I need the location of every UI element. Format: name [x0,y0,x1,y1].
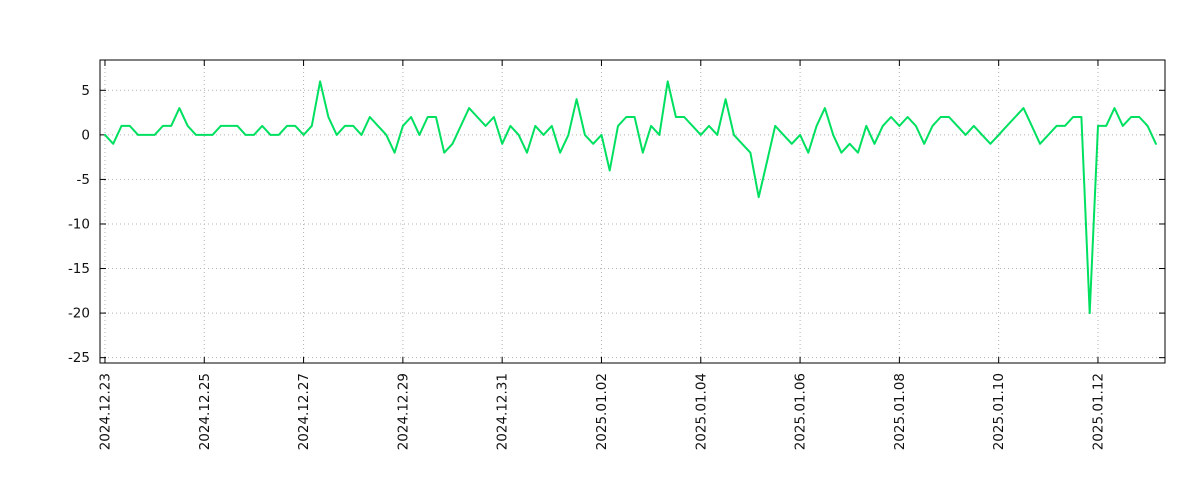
x-tick-label: 2024.12.31 [495,373,511,450]
y-tick-label: -25 [68,350,90,366]
y-tick-label: -10 [68,216,90,232]
x-tick-label: 2025.01.04 [693,373,709,450]
y-tick-label: -5 [77,172,90,188]
x-tick-label: 2025.01.12 [1090,373,1106,450]
y-tick-label: 5 [81,83,90,99]
x-tick-label: 2025.01.10 [991,373,1007,450]
y-tick-label: -15 [68,261,90,277]
plot-border [99,59,1166,364]
x-tick-label: 2024.12.27 [296,373,312,450]
x-tick-label: 2025.01.08 [892,373,908,450]
x-tick-label: 2024.12.29 [395,373,411,450]
y-tick-label: -20 [68,306,90,322]
x-tick-label: 2025.01.02 [594,373,610,450]
x-tick-label: 2024.12.25 [197,373,213,450]
y-tick-label: 0 [81,127,90,143]
x-tick-label: 2025.01.06 [793,373,809,450]
data-series-line [104,80,1157,315]
x-tick-label: 2024.12.23 [97,373,113,450]
